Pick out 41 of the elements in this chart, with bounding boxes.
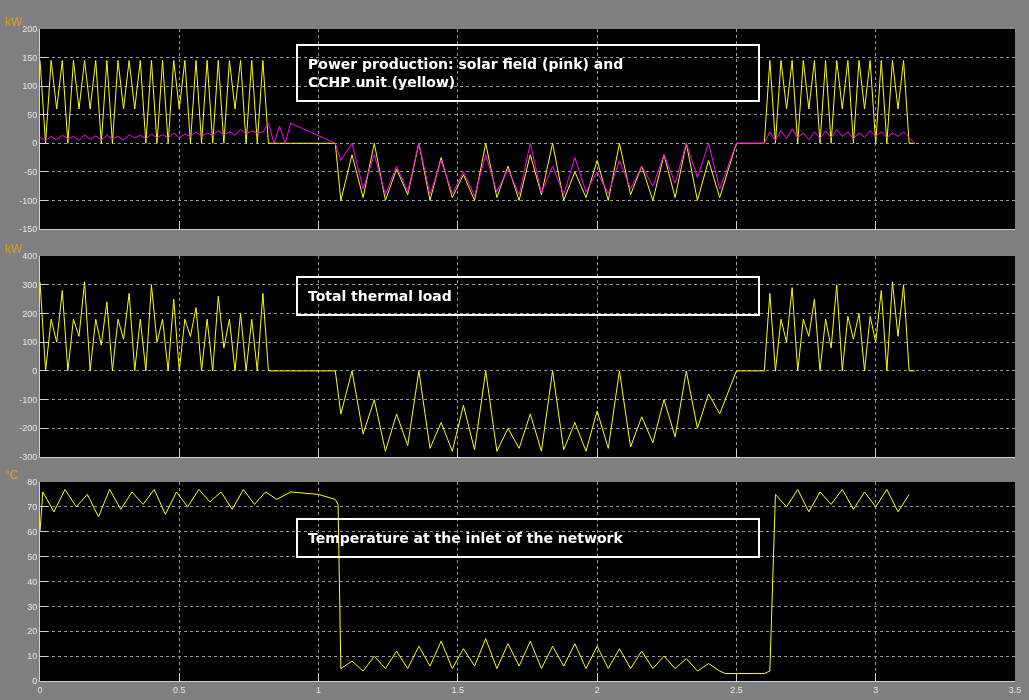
x-tick-label: 2.5: [730, 684, 743, 695]
y-axis-title: kW: [5, 242, 23, 256]
x-tick-label: 1.5: [451, 684, 465, 695]
y-tick-label: 80: [27, 477, 38, 488]
y-tick-label: 0: [32, 676, 38, 687]
y-tick-label: 0: [32, 366, 38, 377]
y-tick-label: -200: [19, 423, 38, 434]
y-tick-label: 100: [22, 81, 38, 92]
y-tick-label: -100: [19, 394, 38, 405]
y-tick-label: 100: [22, 337, 38, 348]
line-series: [40, 59, 916, 201]
line-series: [40, 281, 916, 452]
x-tick-label: 3.5: [1008, 684, 1022, 695]
y-tick-label: -150: [19, 224, 38, 235]
y-tick-label: 400: [22, 251, 38, 262]
x-tick-label: 0.5: [173, 684, 186, 695]
y-tick-label: -100: [19, 195, 38, 206]
line-series: [40, 122, 916, 197]
y-tick-label: -300: [19, 452, 38, 463]
y-tick-label: 30: [27, 601, 38, 612]
line-series: [40, 488, 910, 675]
y-tick-label: 50: [27, 109, 38, 120]
text: Power production: solar field (pink) and CCHP unit (yellow): [308, 56, 624, 91]
y-tick-label: 300: [22, 279, 38, 290]
y-axis-title: °C: [5, 468, 19, 482]
x-tick-label: 2: [594, 684, 600, 695]
y-tick-label: 40: [27, 576, 38, 587]
y-tick-label: 70: [27, 502, 38, 513]
y-tick-label: 150: [22, 52, 38, 63]
y-tick-label: 10: [27, 651, 38, 662]
text: Total thermal load: [308, 288, 452, 304]
y-tick-label: 200: [22, 308, 38, 319]
x-tick-label: 1: [316, 684, 322, 695]
y-tick-label: 0: [32, 138, 38, 149]
y-tick-label: 200: [22, 24, 38, 35]
y-tick-label: 60: [27, 526, 38, 537]
x-tick-label: 3: [873, 684, 879, 695]
y-tick-label: 20: [27, 626, 38, 637]
y-axis-title: kW: [5, 15, 23, 29]
y-tick-label: -50: [24, 167, 38, 178]
y-tick-label: 50: [27, 551, 38, 562]
